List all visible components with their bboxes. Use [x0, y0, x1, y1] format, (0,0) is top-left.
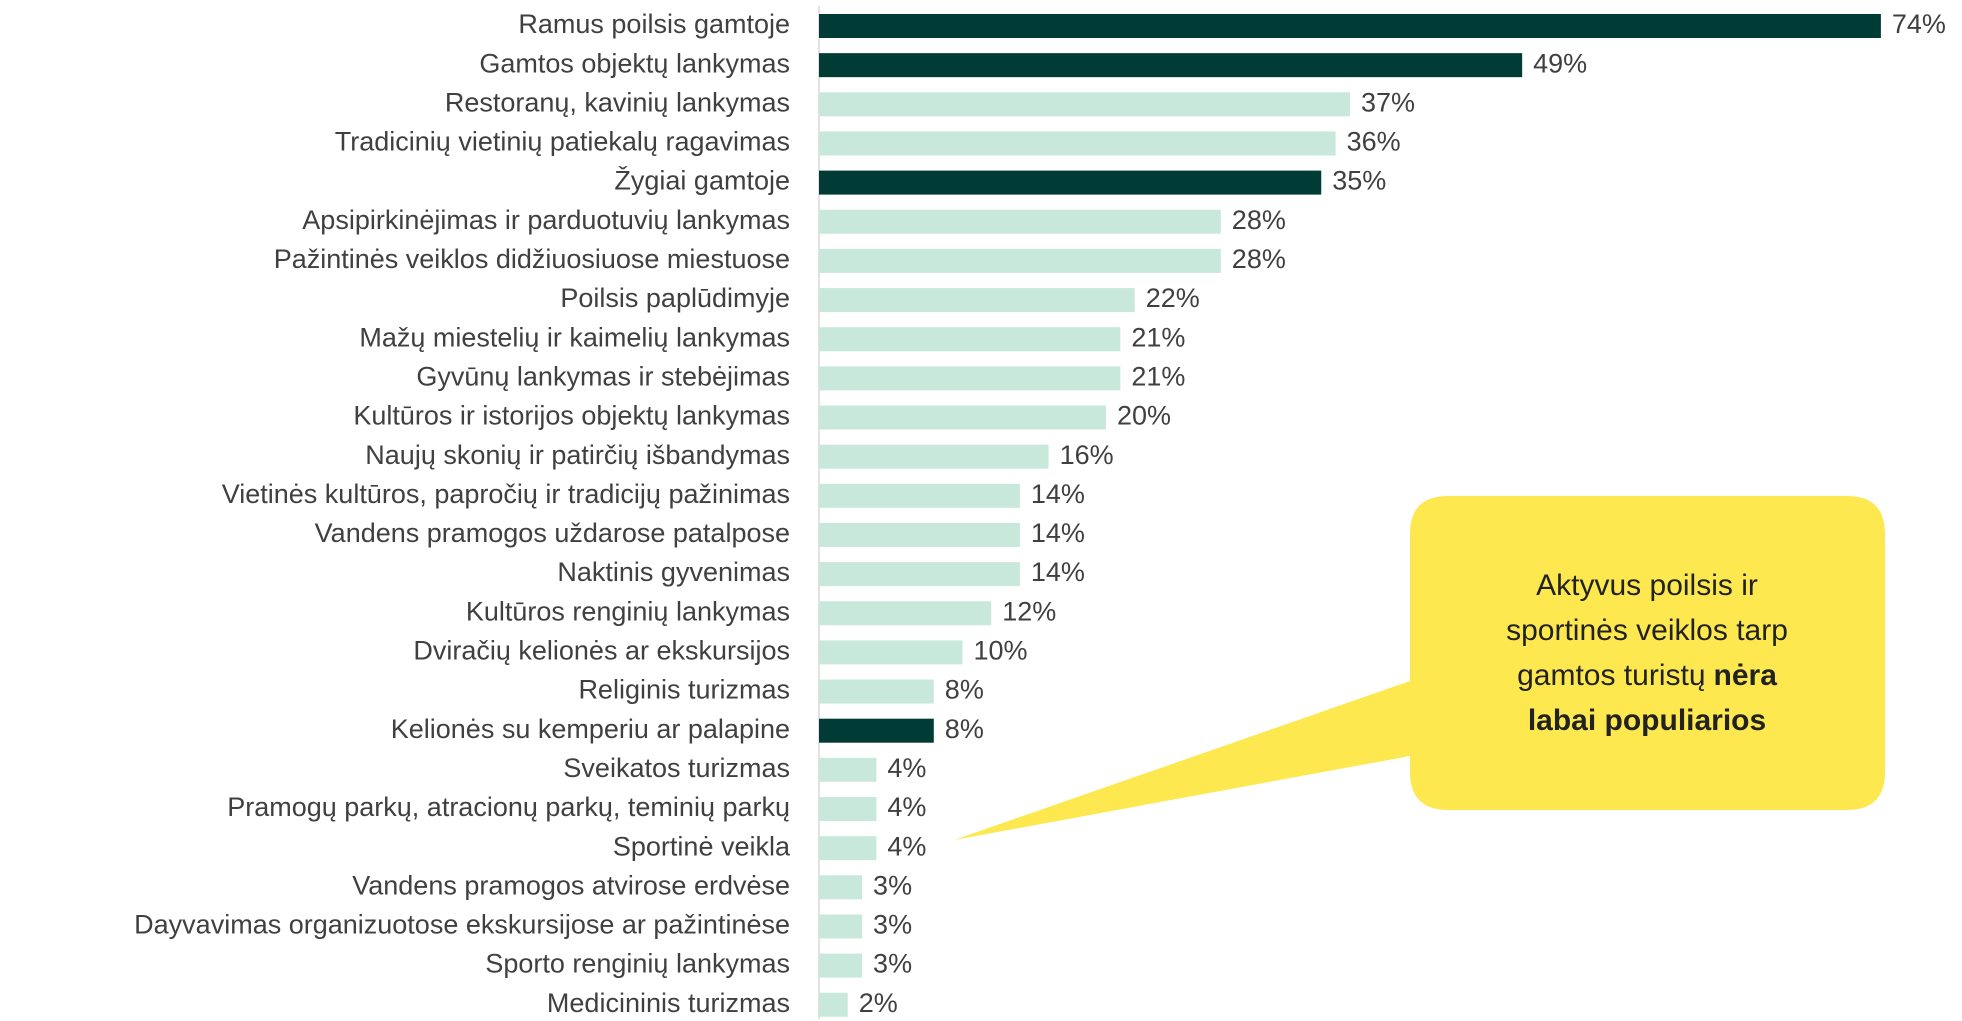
value-label: 20%: [1117, 401, 1171, 431]
bar: [819, 640, 963, 665]
category-label: Restoranų, kavinių lankymas: [445, 87, 790, 117]
value-label: 10%: [974, 636, 1028, 666]
bar: [819, 992, 848, 1017]
value-label: 28%: [1232, 205, 1286, 235]
value-label: 14%: [1031, 479, 1085, 509]
category-label: Mažų miestelių ir kaimelių lankymas: [359, 322, 790, 352]
bar: [819, 53, 1523, 78]
value-label: 21%: [1131, 361, 1185, 391]
callout-text: gamtos turistų nėra: [1517, 659, 1777, 692]
bar: [819, 679, 934, 704]
callout-text: sportinės veiklos tarp: [1506, 614, 1788, 647]
bar: [819, 601, 992, 626]
category-label: Sportinė veikla: [613, 831, 791, 861]
callout-bold: nėra: [1714, 659, 1778, 692]
callout-bold: labai populiarios: [1528, 704, 1766, 737]
category-label: Naktinis gyvenimas: [557, 557, 790, 587]
bar: [819, 914, 863, 939]
bar: [819, 366, 1121, 391]
category-label: Žygiai gamtoje: [614, 165, 790, 196]
category-label: Tradicinių vietinių patiekalų ragavimas: [335, 127, 790, 157]
category-label: Sveikatos turizmas: [563, 753, 790, 783]
bar: [819, 718, 934, 743]
category-label: Medicininis turizmas: [547, 988, 790, 1018]
value-label: 2%: [859, 988, 898, 1018]
category-label: Sporto renginių lankymas: [485, 949, 790, 979]
value-label: 8%: [945, 714, 984, 744]
value-label: 16%: [1060, 440, 1114, 470]
value-label: 12%: [1002, 596, 1056, 626]
bar: [819, 562, 1020, 587]
value-label: 74%: [1892, 9, 1946, 39]
value-label: 3%: [873, 949, 912, 979]
bar: [819, 209, 1221, 234]
bar: [819, 875, 863, 900]
bar: [819, 483, 1020, 508]
category-label: Apsipirkinėjimas ir parduotuvių lankymas: [302, 205, 790, 235]
bar: [819, 327, 1121, 352]
category-label: Dviračių kelionės ar ekskursijos: [413, 636, 790, 666]
category-label: Gamtos objektų lankymas: [479, 48, 790, 78]
value-label: 4%: [887, 753, 926, 783]
category-label: Kultūros renginių lankymas: [466, 596, 790, 626]
bar: [819, 797, 877, 821]
bar: [819, 444, 1049, 469]
category-label: Vandens pramogos uždarose patalpose: [315, 518, 790, 548]
value-label: 22%: [1146, 283, 1200, 313]
category-label: Religinis turizmas: [578, 675, 790, 705]
bar: [819, 757, 877, 782]
value-label: 8%: [945, 675, 984, 705]
bar: [819, 170, 1322, 195]
value-label: 35%: [1332, 166, 1386, 196]
value-label: 4%: [887, 831, 926, 861]
value-label: 49%: [1533, 48, 1587, 78]
value-label: 3%: [873, 910, 912, 940]
category-label: Naujų skonių ir patirčių išbandymas: [365, 440, 790, 470]
bar: [819, 131, 1336, 156]
value-label: 28%: [1232, 244, 1286, 274]
category-label: Kultūros ir istorijos objektų lankymas: [353, 401, 790, 431]
value-label: 37%: [1361, 87, 1415, 117]
bar: [819, 836, 877, 861]
bar: [819, 248, 1221, 273]
bar: [819, 288, 1135, 313]
category-label: Vietinės kultūros, papročių ir tradicijų…: [222, 479, 790, 509]
bar: [819, 405, 1106, 430]
value-label: 3%: [873, 870, 912, 900]
bar: [819, 522, 1020, 547]
category-label: Poilsis paplūdimyje: [560, 283, 790, 313]
bar: [819, 92, 1350, 117]
category-label: Vandens pramogos atvirose erdvėse: [352, 870, 790, 900]
value-label: 4%: [887, 792, 926, 822]
category-label: Pramogų parkų, atracionų parkų, teminių …: [227, 792, 790, 822]
bar: [819, 14, 1881, 38]
category-label: Gyvūnų lankymas ir stebėjimas: [416, 361, 790, 391]
value-label: 21%: [1131, 322, 1185, 352]
bar: [819, 953, 863, 978]
value-label: 14%: [1031, 557, 1085, 587]
category-label: Dayvavimas organizuotose ekskursijose ar…: [134, 910, 790, 940]
value-label: 36%: [1347, 127, 1401, 157]
value-label: 14%: [1031, 518, 1085, 548]
category-label: Pažintinės veiklos didžiuosiuose miestuo…: [274, 244, 790, 274]
category-label: Ramus poilsis gamtoje: [518, 9, 790, 39]
category-label: Kelionės su kemperiu ar palapine: [391, 714, 790, 744]
callout-text: gamtos turistų: [1517, 659, 1705, 692]
callout: [954, 496, 1885, 840]
callout-text: Aktyvus poilsis ir: [1536, 569, 1758, 602]
